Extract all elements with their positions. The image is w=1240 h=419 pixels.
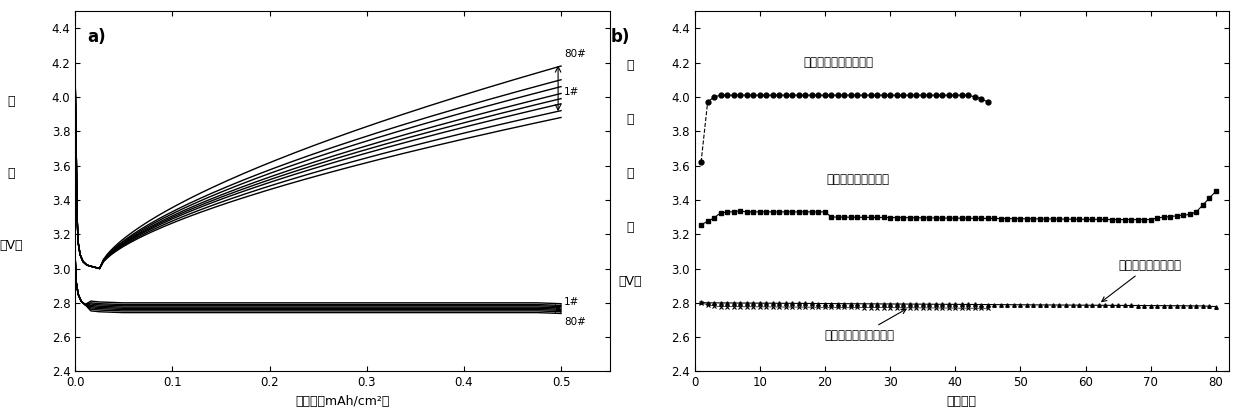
- Text: （V）: （V）: [0, 239, 22, 252]
- Text: 压: 压: [7, 167, 15, 180]
- Text: a): a): [87, 28, 105, 46]
- Text: b): b): [611, 28, 630, 46]
- Text: 1#: 1#: [564, 297, 579, 307]
- Text: 中: 中: [626, 59, 634, 72]
- X-axis label: 循环圈数: 循环圈数: [946, 395, 977, 408]
- Text: 含添加剂的充电电压: 含添加剂的充电电压: [826, 173, 889, 186]
- Text: 不含添加剂的充电电压: 不含添加剂的充电电压: [804, 56, 873, 69]
- Text: 电: 电: [626, 167, 634, 180]
- Text: 电: 电: [7, 95, 15, 108]
- Text: 含添加剂的放电电压: 含添加剂的放电电压: [1102, 259, 1182, 302]
- X-axis label: 比容量（mAh/cm²）: 比容量（mAh/cm²）: [295, 395, 389, 408]
- Text: 1#: 1#: [564, 87, 579, 97]
- Text: 値: 値: [626, 113, 634, 126]
- Text: （V）: （V）: [619, 275, 642, 288]
- Text: 压: 压: [626, 221, 634, 234]
- Text: 80#: 80#: [564, 49, 585, 59]
- Text: 80#: 80#: [564, 317, 585, 327]
- Text: 不含添加剂的放电电压: 不含添加剂的放电电压: [825, 309, 906, 342]
